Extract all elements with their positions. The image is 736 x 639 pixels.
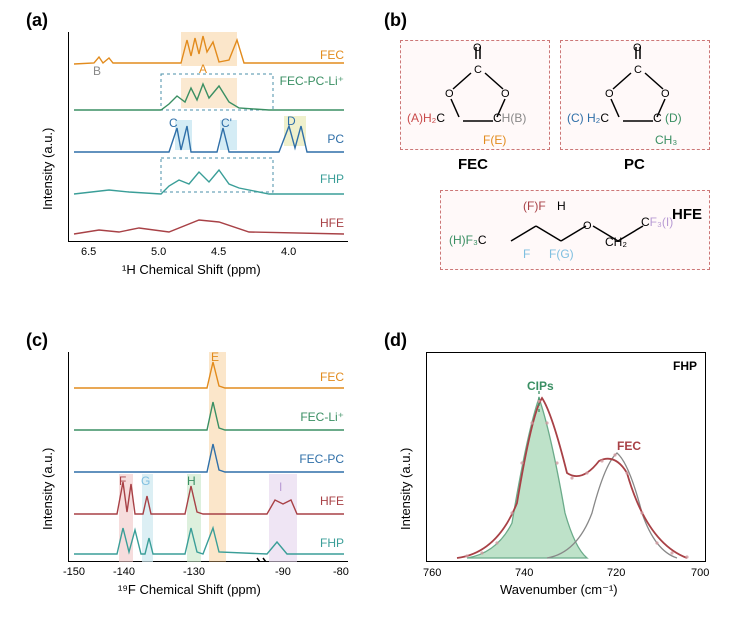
peak-A: A (199, 62, 207, 76)
panel-d-xlabel: Wavenumber (cm⁻¹) (500, 582, 618, 598)
pc-D: C (D) (653, 111, 682, 125)
pc-name: PC (624, 156, 645, 173)
svg-text:O: O (633, 42, 642, 54)
svg-text:O: O (501, 88, 510, 100)
hfe-CF3: CF₃(I) (641, 215, 673, 229)
d-cips: CIPs (527, 379, 554, 393)
hfe-F: (F)F (523, 199, 546, 213)
trace-pc: PC (327, 132, 344, 146)
hfe-name: HFE (672, 206, 702, 223)
hfe-CH2: CH₂ (605, 235, 627, 249)
panel-b-label: (b) (384, 10, 407, 31)
panel-b: (b) O C O O (A)H₂C CH(B) F(E) FEC O C (380, 10, 720, 290)
hfe-HF3: (H)F₃C (449, 233, 487, 247)
panel-d-ylabel: Intensity (a.u.) (398, 448, 413, 530)
svg-text:O: O (583, 220, 592, 232)
panel-d-plot: FHP CIPs FEC 760 740 720 700 (426, 352, 706, 562)
d-tick-2: 720 (607, 567, 625, 579)
c-tick-4: -80 (333, 566, 349, 578)
panel-a: (a) Intensity (a.u.) (22, 10, 362, 290)
trace-hfe: HFE (320, 216, 344, 230)
hfe-FG: F(G) (549, 247, 574, 261)
panel-a-svg (69, 32, 349, 242)
a-tick-1: 5.0 (151, 246, 166, 258)
svg-text:O: O (473, 42, 482, 54)
panel-c-label: (c) (26, 330, 48, 351)
svg-text:C: C (474, 64, 482, 76)
c-trace-fhp: FHP (320, 536, 344, 550)
c-peak-H: H (187, 474, 196, 488)
fec-A: (A)H₂C (407, 111, 445, 125)
trace-fhp: FHP (320, 172, 344, 186)
d-title: FHP (673, 359, 697, 373)
molecule-pc: O C O O (C) H₂C C (D) CH₃ (560, 40, 710, 150)
c-peak-I: I (279, 480, 282, 494)
a-tick-2: 4.5 (211, 246, 226, 258)
c-peak-F: F (119, 474, 126, 488)
fec-E: F(E) (483, 133, 506, 147)
panel-c: (c) Intensity (a.u.) (22, 330, 362, 610)
fec-B: CH(B) (493, 111, 526, 125)
c-trace-fec: FEC (320, 370, 344, 384)
d-tick-0: 760 (423, 567, 441, 579)
c-tick-2: -130 (183, 566, 205, 578)
c-peak-E: E (211, 350, 219, 364)
panel-d: (d) Intensity (a.u.) (380, 330, 720, 610)
pc-C: (C) H₂C (567, 111, 609, 125)
peak-D: D (287, 114, 296, 128)
d-tick-1: 740 (515, 567, 533, 579)
fec-name: FEC (458, 156, 488, 173)
peak-Cp: C' (221, 116, 232, 130)
c-trace-fecpc: FEC-PC (299, 452, 344, 466)
panel-d-label: (d) (384, 330, 407, 351)
svg-text:C: C (634, 64, 642, 76)
hfe-H: H (557, 199, 566, 213)
panel-c-plot: FEC FEC-Li⁺ FEC-PC HFE FHP E F G H I -15… (68, 352, 348, 562)
panel-a-ylabel: Intensity (a.u.) (40, 128, 55, 210)
panel-a-plot: FEC FEC-PC-Li⁺ PC FHP HFE B A C C' D 6.5… (68, 32, 348, 242)
molecule-hfe: O (F)F H (H)F₃C CH₂ CF₃(I) F F(G) (440, 190, 710, 270)
a-tick-0: 6.5 (81, 246, 96, 258)
c-peak-G: G (141, 474, 150, 488)
panel-d-svg (427, 353, 707, 563)
peak-B: B (93, 64, 101, 78)
a-tick-3: 4.0 (281, 246, 296, 258)
molecule-fec: O C O O (A)H₂C CH(B) F(E) (400, 40, 550, 150)
panel-c-ylabel: Intensity (a.u.) (40, 448, 55, 530)
trace-fecpcli: FEC-PC-Li⁺ (280, 74, 344, 88)
d-tick-3: 700 (691, 567, 709, 579)
c-tick-3: -90 (275, 566, 291, 578)
svg-text:O: O (661, 88, 670, 100)
panel-a-label: (a) (26, 10, 48, 31)
c-tick-0: -150 (63, 566, 85, 578)
hfe-Fleft: F (523, 247, 530, 261)
c-trace-hfe: HFE (320, 494, 344, 508)
svg-text:O: O (605, 88, 614, 100)
panel-c-xlabel: ¹⁹F Chemical Shift (ppm) (118, 582, 261, 597)
svg-text:O: O (445, 88, 454, 100)
pc-CH3: CH₃ (655, 133, 677, 147)
c-trace-fecli: FEC-Li⁺ (300, 410, 344, 424)
d-fec: FEC (617, 439, 641, 453)
c-tick-1: -140 (113, 566, 135, 578)
peak-C: C (169, 116, 178, 130)
panel-a-xlabel: ¹H Chemical Shift (ppm) (122, 262, 261, 277)
trace-fec: FEC (320, 48, 344, 62)
